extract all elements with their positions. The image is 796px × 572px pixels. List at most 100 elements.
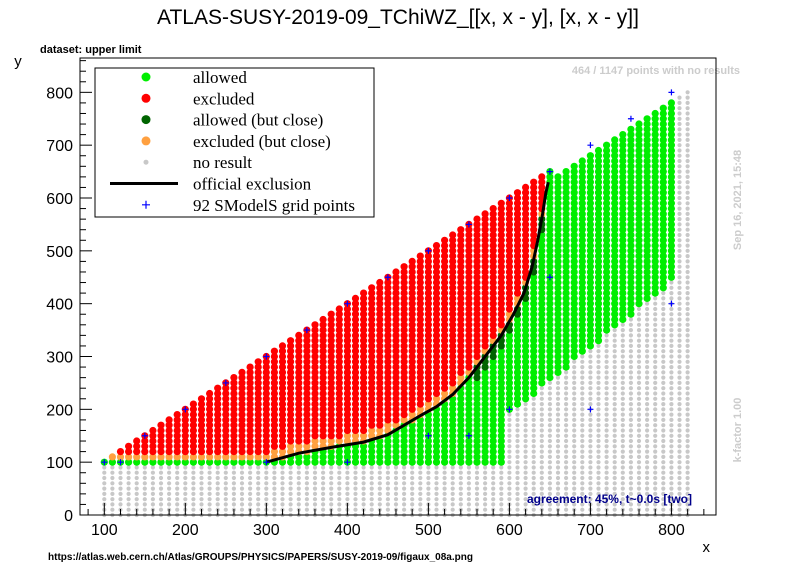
point-allowed [643,263,651,271]
point-allowed [578,157,586,165]
point-no-result [483,475,488,481]
point-excluded [254,437,262,445]
point-excluded [449,326,457,334]
point-excluded [530,220,538,228]
point-no-result [110,507,115,512]
point-no-result [531,417,536,422]
point-allowed [554,278,562,287]
point-allowed [619,268,627,276]
point-no-result [628,365,634,370]
point-allowed [432,442,441,450]
point-no-result [677,486,682,491]
point-excluded [368,358,376,366]
point-allowed [351,458,360,466]
point-excluded [376,278,384,287]
point-no-result [572,502,577,507]
point-excluded [457,284,465,292]
point-allowed [570,300,578,308]
point-no-result [580,502,585,507]
point-excluded [335,342,343,350]
point-excluded [165,426,173,435]
point-no-result [507,449,512,454]
point-excluded [457,300,465,308]
point-no-result [572,396,577,401]
point-no-result [531,402,536,407]
point-excluded [327,347,335,355]
point-allowed [570,263,578,271]
point-no-result [539,423,544,428]
point-no-result [588,486,593,491]
point-no-result [296,475,301,481]
point-no-result [361,475,366,481]
point-excluded [384,321,392,329]
point-allowed [554,257,562,265]
point-excluded [335,352,343,361]
point-no-result [572,412,577,417]
point-allowed [594,189,603,197]
point-no-result [685,232,690,238]
point-excluded [481,331,489,339]
point-excluded-close [335,437,343,445]
point-excluded [408,352,416,361]
point-allowed [481,384,489,392]
point-excluded [457,358,465,366]
point-no-result [645,396,650,401]
point-allowed [594,242,603,250]
point-allowed [635,136,643,144]
point-no-result [442,502,447,507]
point-excluded [505,231,513,239]
point-no-result [645,507,650,512]
point-no-result [580,370,585,375]
point-no-result [636,386,642,391]
point-excluded-close [416,405,424,413]
point-no-result [466,470,471,475]
point-allowed [392,448,400,456]
point-allowed [659,168,667,176]
point-excluded [157,421,165,429]
point-allowed [611,136,619,144]
point-allowed [449,432,457,440]
point-excluded [376,337,384,345]
point-excluded [287,416,295,424]
point-no-result [329,481,334,486]
point-no-result [612,354,617,359]
point-allowed [530,363,538,371]
point-allowed [643,136,651,144]
point-allowed [611,310,619,318]
point-no-result [580,470,585,475]
point-excluded-close [319,437,327,445]
point-no-result [628,502,634,507]
point-excluded [311,342,319,350]
point-no-result [588,497,593,502]
point-no-result [677,449,682,454]
point-excluded [149,426,157,435]
point-no-result [677,454,682,459]
point-no-result [304,470,309,475]
point-allowed [586,189,595,197]
point-excluded [351,310,360,318]
point-no-result [604,444,609,449]
point-excluded [392,379,400,387]
point-excluded [165,421,173,429]
point-no-result [539,465,544,470]
point-allowed [651,157,659,165]
point-excluded [489,305,497,313]
point-no-result [628,328,634,333]
point-allowed [667,205,676,213]
point-allowed [611,231,619,239]
point-no-result [207,486,212,491]
point-allowed [611,210,619,218]
point-no-result [661,449,666,454]
point-allowed [522,368,530,376]
point-allowed [594,315,603,324]
point-no-result [499,481,504,486]
point-allowed [651,115,659,123]
point-allowed [441,421,449,429]
point-no-result [515,475,520,481]
point-allowed [611,141,619,149]
point-no-result [588,470,593,475]
point-excluded [360,315,368,324]
point-no-result [588,386,593,391]
point-allowed [546,310,554,318]
point-no-result [588,365,593,370]
